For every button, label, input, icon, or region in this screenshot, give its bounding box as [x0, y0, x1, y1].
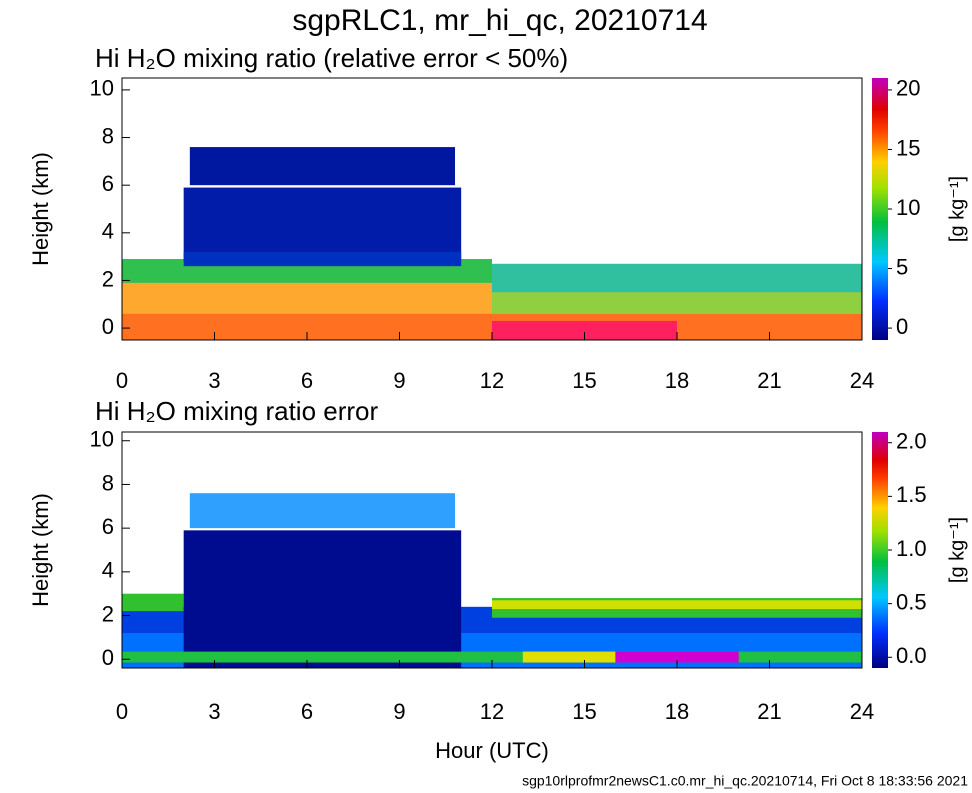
- field-patch: [189, 493, 456, 529]
- field-patch: [183, 187, 462, 262]
- x-tick-label: 18: [665, 368, 689, 393]
- y-tick-label: 6: [102, 171, 114, 196]
- colorbar-tick-label: 15: [896, 135, 920, 160]
- field-patch: [615, 651, 739, 663]
- x-tick-label: 9: [393, 368, 405, 393]
- colorbar: [872, 432, 888, 668]
- x-tick-label: 21: [757, 699, 781, 724]
- x-tick-label: 9: [393, 699, 405, 724]
- field-patch: [183, 530, 462, 668]
- field-patch: [122, 651, 862, 663]
- colorbar-tick-label: 0.0: [896, 643, 927, 668]
- x-tick-label: 15: [572, 699, 596, 724]
- y-tick-label: 6: [102, 514, 114, 539]
- x-tick-label: 21: [757, 368, 781, 393]
- x-tick-label: 0: [116, 699, 128, 724]
- colorbar-label: [g kg⁻¹]: [946, 176, 968, 242]
- colorbar-tick-label: 0.5: [896, 589, 927, 614]
- x-tick-label: 12: [480, 368, 504, 393]
- field-patch: [522, 651, 616, 663]
- x-tick-label: 3: [208, 699, 220, 724]
- x-tick-label: 0: [116, 368, 128, 393]
- y-axis-label: Height (km): [28, 152, 53, 266]
- main-title: sgpRLC1, mr_hi_qc, 20210714: [292, 4, 707, 37]
- y-tick-label: 0: [102, 645, 114, 670]
- y-tick-label: 4: [102, 219, 114, 244]
- field-patch: [492, 263, 862, 293]
- colorbar-tick-label: 1.5: [896, 482, 927, 507]
- colorbar: [872, 78, 888, 340]
- panel-title: Hi H₂O mixing ratio (relative error < 50…: [95, 43, 568, 73]
- x-tick-label: 24: [850, 368, 874, 393]
- y-tick-label: 4: [102, 558, 114, 583]
- x-tick-label: 15: [572, 368, 596, 393]
- field-patch: [189, 147, 456, 186]
- panel-title: Hi H₂O mixing ratio error: [95, 396, 378, 426]
- colorbar-tick-label: 20: [896, 76, 920, 101]
- y-tick-label: 10: [90, 427, 114, 452]
- y-tick-label: 8: [102, 470, 114, 495]
- x-tick-label: 24: [850, 699, 874, 724]
- y-tick-label: 10: [90, 76, 114, 101]
- y-tick-label: 0: [102, 314, 114, 339]
- y-tick-label: 8: [102, 123, 114, 148]
- x-tick-label: 18: [665, 699, 689, 724]
- colorbar-tick-label: 10: [896, 195, 920, 220]
- field-patch: [122, 593, 184, 612]
- x-axis-label: Hour (UTC): [435, 738, 549, 763]
- x-tick-label: 6: [301, 699, 313, 724]
- colorbar-tick-label: 5: [896, 254, 908, 279]
- field-patch: [183, 251, 462, 267]
- y-tick-label: 2: [102, 601, 114, 626]
- x-tick-label: 3: [208, 368, 220, 393]
- field-patch: [492, 600, 862, 609]
- field-patch: [492, 320, 677, 340]
- colorbar-label: [g kg⁻¹]: [946, 517, 968, 583]
- y-axis-label: Height (km): [28, 493, 53, 607]
- colorbar-tick-label: 2.0: [896, 429, 927, 454]
- x-tick-label: 12: [480, 699, 504, 724]
- field-patch: [492, 292, 862, 314]
- y-tick-label: 2: [102, 266, 114, 291]
- footer: sgp10rlprofmr2newsC1.c0.mr_hi_qc.2021071…: [522, 773, 968, 789]
- colorbar-tick-label: 1.0: [896, 536, 927, 561]
- colorbar-tick-label: 0: [896, 314, 908, 339]
- x-tick-label: 6: [301, 368, 313, 393]
